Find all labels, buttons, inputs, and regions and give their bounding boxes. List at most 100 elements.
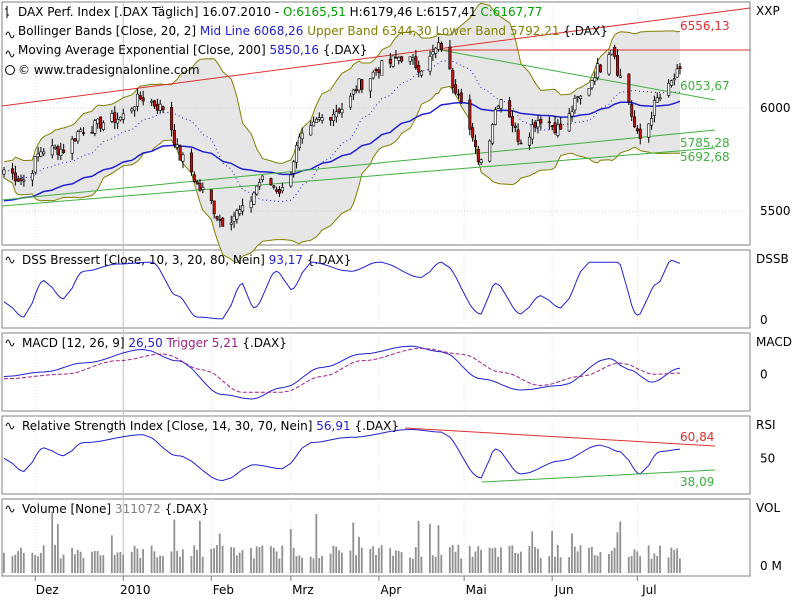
candle-body (73, 138, 77, 142)
candle-body (380, 60, 384, 76)
macd-icon (5, 339, 15, 347)
volume-bar (556, 544, 559, 573)
volume-bar (437, 525, 440, 573)
candle-body (596, 63, 600, 79)
candle-body (675, 68, 679, 78)
candle-body (567, 113, 571, 132)
candle-body (130, 108, 134, 112)
volume-bar (272, 547, 275, 573)
candle-body (650, 118, 654, 126)
candle-body (158, 103, 162, 111)
volume-bar (170, 551, 173, 573)
candle-body (371, 71, 375, 79)
candle-body (513, 125, 517, 128)
candle-body (76, 131, 80, 142)
candle-body (388, 58, 392, 64)
candle-body (59, 148, 63, 156)
ema-icon (5, 50, 15, 58)
volume-bar (82, 558, 85, 573)
axis-label: RSI (756, 418, 776, 432)
candle-body (539, 118, 543, 124)
volume-bar (477, 546, 480, 573)
volume-bar (193, 545, 196, 573)
volume-bar (468, 545, 471, 573)
candle-body (215, 216, 219, 220)
volume-bar (71, 547, 73, 573)
candle-body (428, 55, 432, 72)
candle-body (598, 64, 602, 73)
rsi-trend-red (404, 427, 716, 447)
candle-body (437, 42, 441, 50)
volume-bar (593, 555, 596, 573)
volume-bar (491, 548, 494, 573)
volume-bar (196, 549, 198, 573)
candle-body (417, 65, 421, 73)
volume-icon (5, 505, 15, 513)
volume-bar (3, 552, 5, 573)
candle-body (451, 69, 455, 88)
candle-body (113, 112, 117, 123)
volume-bar (252, 558, 255, 573)
candle-body (192, 174, 196, 183)
volume-bar (176, 551, 179, 573)
candle-body (150, 100, 154, 103)
volume-bar (650, 558, 653, 573)
volume-bar (389, 548, 392, 573)
candle-body (587, 88, 591, 96)
dss-line (3, 259, 681, 320)
volume-bar (136, 548, 139, 573)
volume-bar (656, 556, 659, 573)
volume-bar (619, 521, 622, 573)
candle-body (414, 56, 418, 69)
volume-bar (412, 558, 414, 573)
volume-bar (667, 557, 670, 573)
x-tick-label: Jun (554, 583, 574, 597)
candle-body (607, 54, 611, 75)
candle-body (172, 129, 176, 146)
candle-body (33, 156, 37, 173)
candle-body (488, 140, 492, 162)
candle-body (155, 103, 159, 111)
volume-bar (576, 551, 579, 573)
volume-bar (198, 520, 201, 573)
candle-body (616, 55, 620, 76)
candle-body (116, 119, 120, 124)
candle-body (209, 189, 213, 201)
value-annotation: 5785,28 (680, 136, 730, 150)
volume-bar (539, 557, 542, 573)
volume-bar (278, 558, 281, 573)
volume-bar (457, 544, 460, 573)
candle-body (570, 111, 574, 117)
candle-body (53, 147, 57, 149)
dss-legend: DSS Bressert [Close, 10, 3, 20, 80, Nein… (22, 253, 351, 267)
panel-macd (1, 332, 751, 412)
candle-body (141, 97, 145, 102)
volume-bar (261, 545, 264, 573)
candle-body (400, 56, 404, 62)
volume-bar (659, 545, 661, 573)
candle-body (218, 219, 222, 221)
candle-body (19, 178, 23, 181)
volume-bar (420, 556, 423, 573)
trendline-resistance (1, 7, 751, 107)
volume-bar (392, 555, 394, 573)
volume-bar (301, 557, 304, 573)
candle-body (678, 66, 682, 69)
y-tick-label: 50 (760, 451, 775, 465)
volume-bar (281, 545, 284, 573)
volume-bar (670, 547, 673, 573)
volume-bar (451, 545, 454, 573)
x-tick-label: Apr (381, 583, 402, 597)
volume-bar (568, 557, 571, 573)
candle-body (635, 128, 639, 132)
volume-bar (559, 557, 562, 573)
candle-body (391, 55, 395, 67)
candle-body (201, 186, 205, 190)
axis-label: XXP (756, 4, 780, 18)
candle-body (11, 168, 15, 174)
bollinger-upper (3, 2, 681, 164)
volume-bar (133, 545, 136, 573)
panel-dss (1, 249, 751, 329)
volume-bar (610, 550, 613, 573)
